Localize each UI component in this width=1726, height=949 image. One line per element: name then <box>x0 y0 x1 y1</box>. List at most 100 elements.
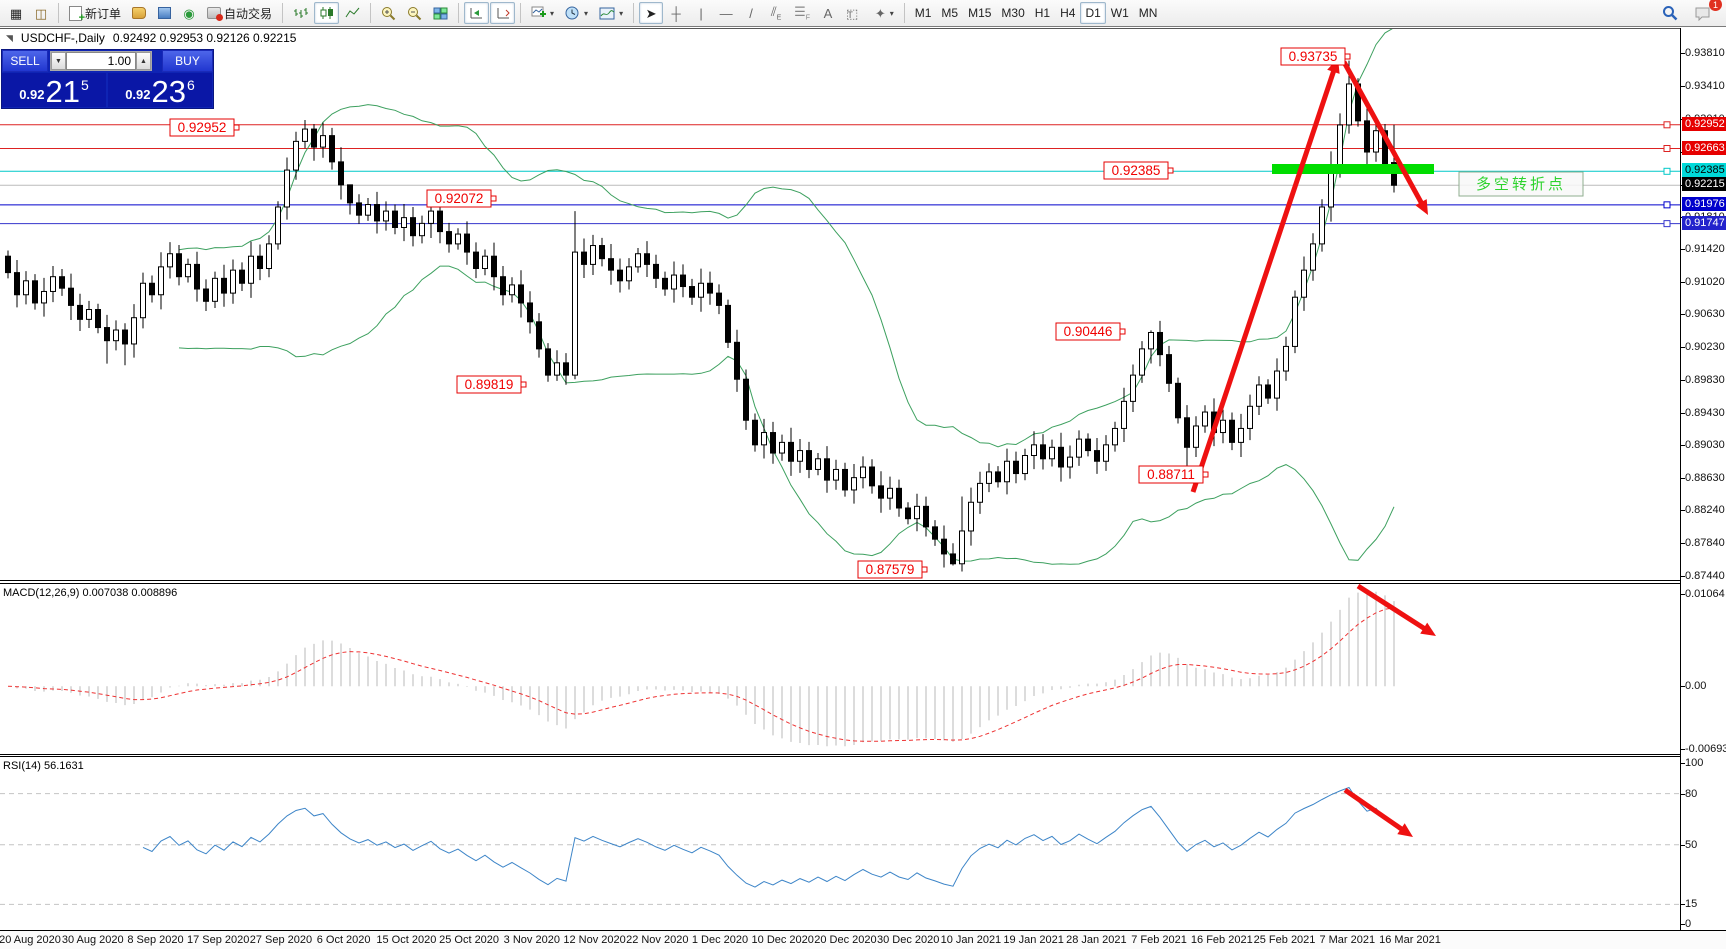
line-anchor-handle[interactable] <box>1663 121 1671 129</box>
macd-histogram <box>16 591 1395 747</box>
bar-chart-button[interactable] <box>288 2 313 24</box>
autotrade-icon <box>207 7 224 21</box>
date-label: 19 Jan 2021 <box>1003 934 1064 946</box>
new-chart-button[interactable]: ▦ <box>4 2 28 24</box>
trendline-icon: / <box>749 5 753 21</box>
search-button[interactable] <box>1657 2 1683 24</box>
zoom-in-button[interactable] <box>376 2 401 24</box>
zoom-out-button[interactable] <box>402 2 427 24</box>
cursor-button[interactable]: ➤ <box>639 2 664 24</box>
rsi-axis-label: 15 <box>1685 898 1698 911</box>
dropdown-arrow-icon: ▾ <box>619 8 624 18</box>
price-tick-label: 0.89030 <box>1685 439 1725 452</box>
date-label: 10 Jan 2021 <box>940 934 1002 946</box>
new-order-icon: + <box>69 5 85 23</box>
timeframe-button-w1[interactable]: W1 <box>1110 6 1129 20</box>
axis-tick <box>1681 445 1685 447</box>
axis-tick <box>1681 314 1685 316</box>
line-anchor-handle[interactable] <box>1663 220 1671 228</box>
crosshair-button[interactable]: ┼ <box>664 2 688 24</box>
macd-signal-line <box>7 607 1395 742</box>
notifications-button[interactable]: 1 <box>1689 0 1722 24</box>
text-label-button[interactable]: ⬚T <box>841 2 869 24</box>
timeframe-button-m30[interactable]: M30 <box>1001 6 1025 20</box>
rsi-pane[interactable]: RSI(14) 56.1631 <box>0 757 1680 930</box>
crosshair-icon: ┼ <box>671 5 681 21</box>
indicators-button[interactable]: ▾ <box>526 2 559 24</box>
channel-icon: ⫽E <box>770 3 782 22</box>
axis-tick <box>1681 282 1685 284</box>
price-tick-label: 0.87840 <box>1685 537 1725 550</box>
volume-increase-button[interactable]: ▲ <box>136 52 151 70</box>
sell-button[interactable]: SELL <box>2 50 48 72</box>
profiles-button[interactable]: ◫ <box>29 2 53 24</box>
text-label-icon: ⬚T <box>846 5 859 21</box>
ohlc-readout: 0.92492 0.92953 0.92126 0.92215 <box>112 31 297 45</box>
date-label: 16 Feb 2021 <box>1190 934 1253 946</box>
template-icon <box>599 7 615 19</box>
signals-button[interactable]: ◉ <box>177 2 201 24</box>
date-label: 7 Mar 2021 <box>1319 934 1376 946</box>
toolbar-separator <box>458 3 460 23</box>
one-click-collapse-icon[interactable]: ◥ <box>6 32 13 43</box>
text-button[interactable]: A <box>816 2 840 24</box>
timeframe-button-h4[interactable]: H4 <box>1060 6 1076 20</box>
terminal-icon <box>157 7 171 19</box>
arrows-icon: ✦ <box>874 5 886 21</box>
macd-label: MACD(12,26,9) 0.007038 0.008896 <box>3 587 177 599</box>
auto-scroll-button[interactable] <box>464 2 490 24</box>
chart-profile-icon: ◫ <box>34 5 48 21</box>
new-order-button[interactable]: + 新订单 <box>64 2 126 24</box>
axis-tick <box>1681 575 1685 577</box>
toolbar-separator <box>633 3 635 23</box>
toolbar-separator <box>520 3 522 23</box>
volume-decrease-button[interactable]: ▼ <box>51 52 66 70</box>
pane-separator[interactable] <box>0 580 1726 584</box>
tile-windows-button[interactable] <box>428 2 453 24</box>
axis-tick <box>1681 793 1685 795</box>
price-tick-label: 0.90630 <box>1685 308 1725 321</box>
vertical-line-icon: | <box>699 5 703 21</box>
channel-button[interactable]: ⫽E <box>764 2 788 24</box>
timeframe-button-m15[interactable]: M15 <box>968 6 992 20</box>
dropdown-arrow-icon: ▾ <box>889 8 894 18</box>
timeframe-button-h1[interactable]: H1 <box>1034 6 1051 20</box>
date-axis[interactable]: 20 Aug 2020 30 Aug 2020 8 Sep 2020 17 Sep 2… <box>0 931 1726 949</box>
buy-button[interactable]: BUY <box>162 50 213 72</box>
axis-tick <box>1681 347 1685 349</box>
timeframe-button-d1[interactable]: D1 <box>1080 2 1106 24</box>
fibonacci-button[interactable]: ☰F <box>789 2 815 24</box>
terminal-button[interactable] <box>152 2 176 24</box>
line-anchor-handle[interactable] <box>1663 167 1671 175</box>
macd-pane[interactable]: MACD(12,26,9) 0.007038 0.008896 <box>0 584 1680 754</box>
vertical-line-button[interactable]: | <box>689 2 713 24</box>
sell-price-pip: 5 <box>81 77 89 93</box>
line-chart-button[interactable] <box>340 2 365 24</box>
chart-shift-button[interactable] <box>490 2 516 24</box>
arrows-button[interactable]: ✦ ▾ <box>870 2 899 24</box>
buy-quote[interactable]: 0.92 23 6 <box>108 73 212 107</box>
horizontal-line-button[interactable]: — <box>714 2 738 24</box>
axis-tick <box>1681 904 1685 906</box>
trendline-button[interactable]: / <box>739 2 763 24</box>
candlestick-chart-button[interactable] <box>314 2 340 24</box>
periods-button[interactable]: ▾ <box>560 2 593 24</box>
history-center-button[interactable] <box>127 2 151 24</box>
line-anchor-handle[interactable] <box>1663 201 1671 209</box>
axis-tick <box>1681 543 1685 545</box>
line-anchor-handle[interactable] <box>1663 145 1671 153</box>
timeframe-button-mn[interactable]: MN <box>1138 6 1158 20</box>
date-label: 7 Feb 2021 <box>1131 934 1187 946</box>
level-price-tag: 0.92385 <box>1682 163 1726 178</box>
price-chart-pane[interactable] <box>0 28 1680 580</box>
toolbar-separator <box>370 3 372 23</box>
templates-button[interactable]: ▾ <box>594 2 628 24</box>
price-axis[interactable]: 0.938100.934100.930100.926100.922100.918… <box>1680 28 1726 930</box>
timeframe-button-m1[interactable]: M1 <box>914 6 932 20</box>
sell-quote[interactable]: 0.92 21 5 <box>2 73 106 107</box>
toolbar-separator <box>282 3 284 23</box>
volume-input[interactable] <box>66 52 136 70</box>
timeframe-button-m5[interactable]: M5 <box>941 6 959 20</box>
pane-separator[interactable] <box>0 754 1726 757</box>
autotrade-button[interactable]: 自动交易 <box>202 2 277 24</box>
